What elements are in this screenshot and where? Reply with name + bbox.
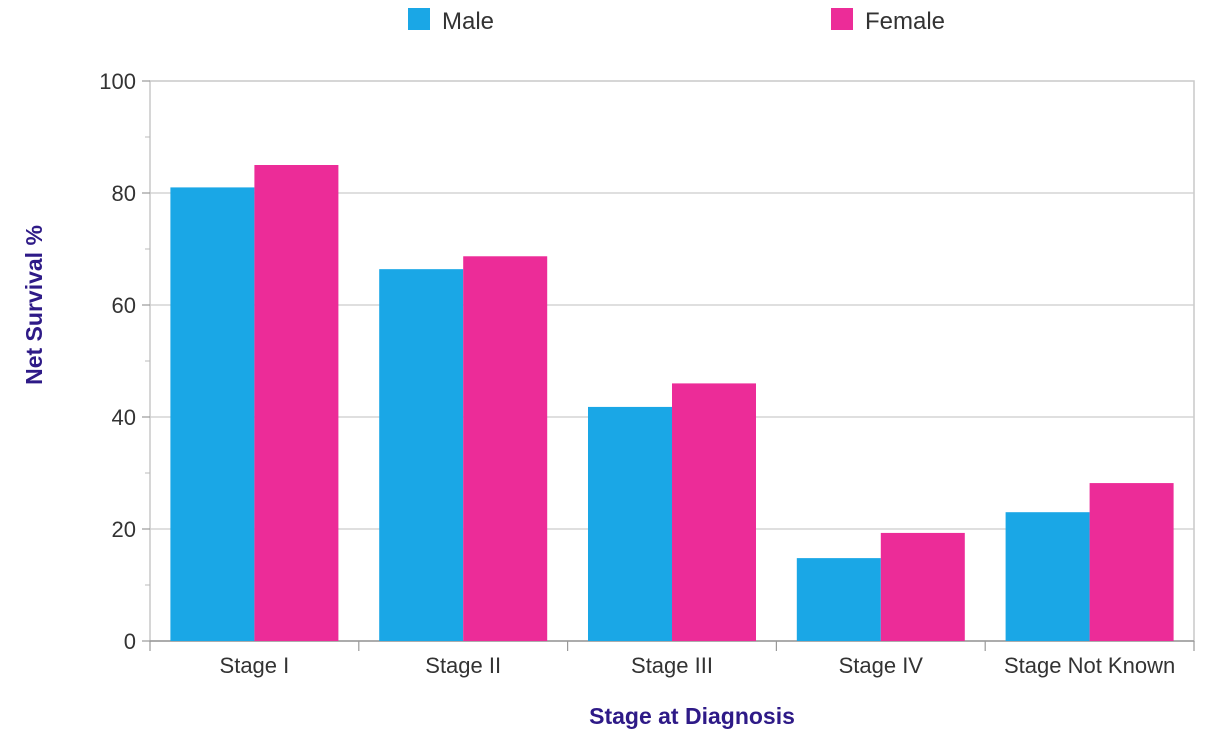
y-axis-title: Net Survival %: [21, 225, 47, 385]
legend-label-male: Male: [442, 8, 494, 35]
bar-female-stage-iv: [880, 532, 965, 641]
y-tick-label: 40: [112, 405, 136, 430]
y-axis-ticks: 0 20 40 60 80 100: [99, 69, 150, 654]
bar-female-stage-i: [254, 165, 339, 641]
bar-female-stage-ii: [463, 256, 548, 641]
legend-label-female: Female: [865, 8, 945, 35]
bar-male-stage-iii: [588, 406, 672, 641]
bars: [170, 165, 1174, 641]
y-tick-label: 80: [112, 181, 136, 206]
legend: Male Female: [408, 8, 945, 35]
bar-male-stage-i: [170, 187, 255, 641]
y-tick-label: 100: [99, 69, 136, 94]
x-axis-ticks: Stage I Stage II Stage III Stage IV Stage No…: [149, 641, 1195, 678]
x-tick-label: Stage III: [631, 653, 713, 678]
bar-male-stage-not-known: [1005, 512, 1090, 641]
x-tick-label: Stage Not Known: [1004, 653, 1175, 678]
x-axis-title: Stage at Diagnosis: [589, 703, 795, 729]
legend-swatch-male: [408, 8, 430, 30]
x-tick-label: Stage I: [220, 653, 290, 678]
legend-swatch-female: [831, 8, 853, 30]
x-tick-label: Stage II: [425, 653, 501, 678]
bar-male-stage-ii: [379, 269, 464, 641]
y-tick-label: 60: [112, 293, 136, 318]
bar-female-stage-iii: [672, 383, 756, 641]
bar-male-stage-iv: [796, 558, 881, 641]
y-tick-label: 0: [124, 629, 136, 654]
x-tick-label: Stage IV: [839, 653, 924, 678]
y-tick-label: 20: [112, 517, 136, 542]
bar-female-stage-not-known: [1089, 483, 1174, 641]
